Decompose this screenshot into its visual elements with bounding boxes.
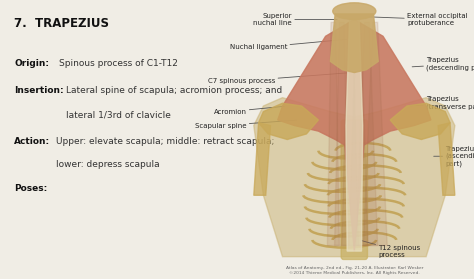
Text: External occipital
protuberance: External occipital protuberance [369, 13, 468, 26]
Polygon shape [330, 14, 378, 73]
Polygon shape [349, 22, 368, 246]
Text: Trapezius
(ascending
part): Trapezius (ascending part) [434, 146, 474, 167]
Text: T12 spinous
process: T12 spinous process [362, 241, 420, 258]
Polygon shape [356, 22, 378, 246]
Text: Superior
nuchal line: Superior nuchal line [254, 13, 337, 26]
Text: Nuchal ligament: Nuchal ligament [230, 39, 347, 50]
Polygon shape [346, 20, 363, 251]
Polygon shape [335, 22, 349, 246]
Polygon shape [278, 20, 431, 251]
Polygon shape [254, 123, 271, 195]
Polygon shape [254, 98, 455, 257]
Polygon shape [328, 22, 339, 246]
Text: Trapezius
(transverse part): Trapezius (transverse part) [410, 97, 474, 110]
Text: Action:: Action: [14, 137, 50, 146]
Text: Trapezius
(descending part): Trapezius (descending part) [412, 57, 474, 71]
Ellipse shape [333, 3, 376, 20]
Text: 7.  TRAPEZIUS: 7. TRAPEZIUS [14, 17, 109, 30]
Polygon shape [363, 22, 387, 246]
Polygon shape [259, 103, 319, 140]
Polygon shape [390, 103, 450, 140]
Text: lower: depress scapula: lower: depress scapula [56, 160, 160, 169]
Text: Origin:: Origin: [14, 59, 49, 68]
Text: Insertion:: Insertion: [14, 86, 64, 95]
FancyBboxPatch shape [341, 120, 367, 259]
Text: Atlas of Anatomy, 2nd ed., Fig. 21-20 A. Illustrator: Karl Wesker
©2014 Thieme M: Atlas of Anatomy, 2nd ed., Fig. 21-20 A.… [285, 266, 423, 275]
Text: C7 spinous process: C7 spinous process [208, 73, 349, 84]
Text: Upper: elevate scapula; middle: retract scapula;: Upper: elevate scapula; middle: retract … [56, 137, 275, 146]
Text: Lateral spine of scapula; acromion process; and: Lateral spine of scapula; acromion proce… [66, 86, 282, 95]
Polygon shape [342, 22, 358, 246]
Text: Acromion: Acromion [214, 106, 284, 115]
Text: Scapular spine: Scapular spine [195, 120, 296, 129]
Text: Poses:: Poses: [14, 184, 47, 193]
Polygon shape [438, 123, 455, 195]
Text: lateral 1/3rd of clavicle: lateral 1/3rd of clavicle [66, 110, 171, 119]
Text: Spinous process of C1-T12: Spinous process of C1-T12 [59, 59, 178, 68]
